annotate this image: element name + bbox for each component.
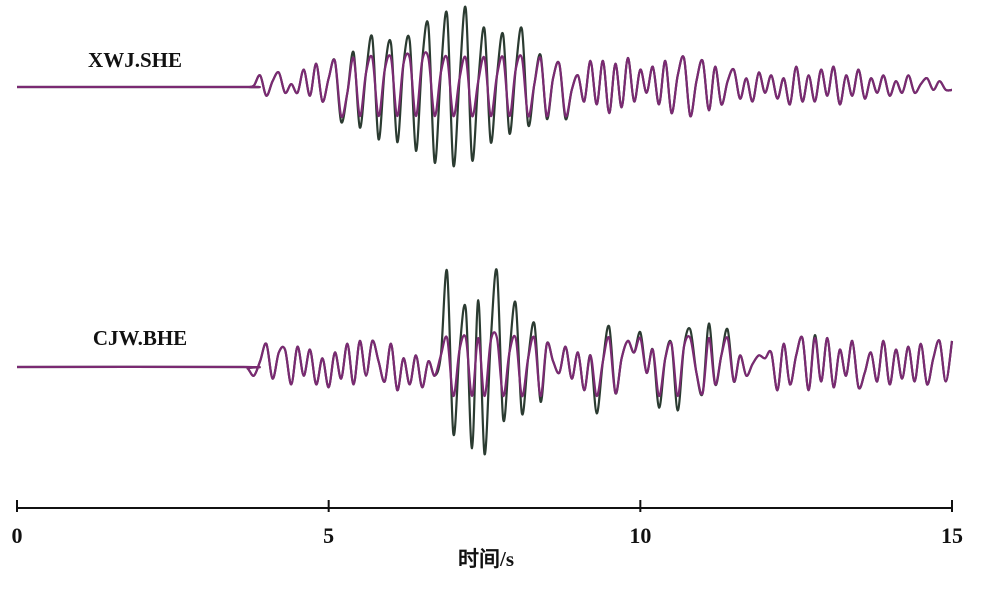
x-tick-label: 15 <box>941 523 963 548</box>
waveform <box>17 51 953 119</box>
station-label: XWJ.SHE <box>88 48 182 72</box>
x-tick-label: 0 <box>12 523 23 548</box>
x-tick-label: 10 <box>629 523 651 548</box>
waveform <box>16 331 954 398</box>
x-tick-label: 5 <box>323 523 334 548</box>
x-axis-label: 时间/s <box>458 547 514 571</box>
station-label: CJW.BHE <box>93 326 187 350</box>
